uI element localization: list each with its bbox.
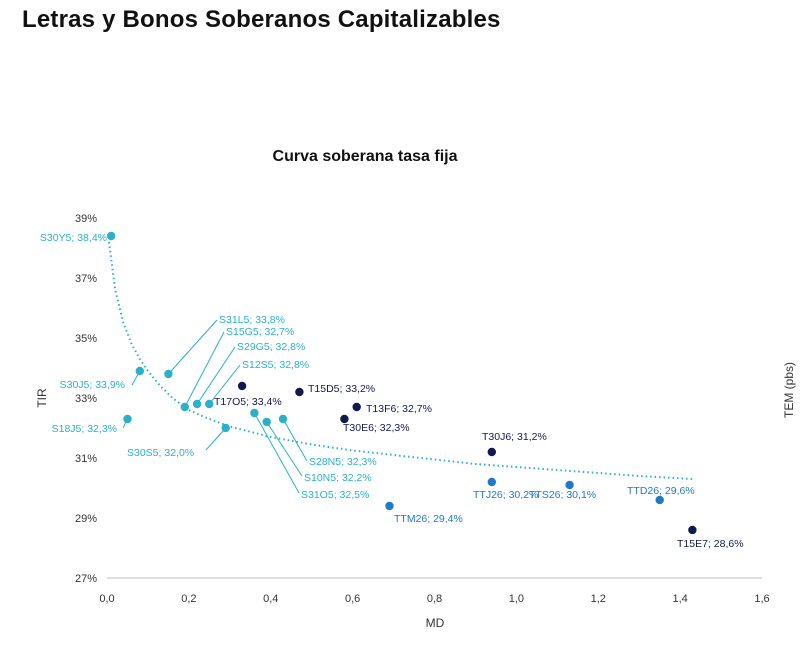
data-point-s31l5 xyxy=(164,369,173,379)
data-point-s18j5 xyxy=(123,414,132,424)
y-axis-label: TIR xyxy=(35,388,49,408)
y-tick-label: 35% xyxy=(75,333,97,345)
x-tick-label: 1,0 xyxy=(509,593,524,605)
data-point-t30j6 xyxy=(487,447,496,457)
data-point-s30j5 xyxy=(135,366,144,376)
data-point-s30y5 xyxy=(106,231,116,241)
data-point-s28n5 xyxy=(278,414,288,424)
data-label-ttd26: TTD26; 29,6% xyxy=(627,485,695,497)
leader-line-s30s5 xyxy=(205,427,227,451)
data-point-ttj26 xyxy=(487,477,496,487)
leader-line-s12s5 xyxy=(208,364,241,405)
data-point-tts26 xyxy=(565,480,574,490)
data-label-s30y5: S30Y5; 38,4% xyxy=(40,232,107,244)
data-label-t30e6: T30E6; 32,3% xyxy=(343,422,410,434)
data-label-t15e7: T15E7; 28,6% xyxy=(677,538,744,550)
data-label-s31l5: S31L5; 33,8% xyxy=(219,314,285,326)
data-label-t30j6: T30J6; 31,2% xyxy=(482,431,547,443)
data-point-t15e7 xyxy=(688,525,697,535)
data-label-t13f6: T13F6; 32,7% xyxy=(366,403,432,415)
y-tick-label: 37% xyxy=(75,273,97,285)
data-label-s31o5: S31O5; 32,5% xyxy=(301,489,369,501)
data-point-s29g5 xyxy=(192,399,202,409)
x-tick-label: 0,4 xyxy=(263,593,278,605)
data-points xyxy=(106,231,697,535)
leader-line-s15g5 xyxy=(184,331,225,408)
data-label-s29g5: S29G5; 32,8% xyxy=(237,341,305,353)
y-axis-ticks: 27% 29% 31% 33% 35% 37% 39% xyxy=(75,213,97,585)
data-point-t13f6 xyxy=(352,402,361,412)
data-label-s15g5: S15G5; 32,7% xyxy=(226,326,294,338)
x-tick-label: 1,2 xyxy=(591,593,606,605)
data-label-ttj26: TTJ26; 30,2% xyxy=(473,489,538,501)
data-point-t17o5 xyxy=(237,381,247,391)
x-tick-label: 0,8 xyxy=(427,593,442,605)
x-axis-label: MD xyxy=(426,616,445,630)
data-label-s10n5: S10N5; 32,2% xyxy=(304,472,372,484)
y-tick-label: 33% xyxy=(75,393,97,405)
data-label-s28n5: S28N5; 32,3% xyxy=(309,456,377,468)
data-label-s12s5: S12S5; 32,8% xyxy=(242,359,309,371)
leader-line-s28n5 xyxy=(282,418,308,462)
data-point-ttd26 xyxy=(655,495,664,505)
data-label-s30s5: S30S5; 32,0% xyxy=(127,447,194,459)
leader-line-s10n5 xyxy=(266,421,303,477)
data-point-s30s5 xyxy=(221,423,230,433)
data-point-t15d5 xyxy=(295,387,304,397)
data-label-s18j5: S18J5; 32,3% xyxy=(52,423,117,435)
data-point-s12s5 xyxy=(205,399,214,409)
x-tick-label: 0,6 xyxy=(345,593,360,605)
y-tick-label: 27% xyxy=(75,573,97,585)
data-point-s10n5 xyxy=(262,417,271,427)
x-tick-label: 1,4 xyxy=(672,593,687,605)
y-tick-label: 29% xyxy=(75,513,97,525)
data-label-t15d5: T15D5; 33,2% xyxy=(308,383,375,395)
data-label-tts26: TTS26; 30,1% xyxy=(529,489,596,501)
leader-line-s29g5 xyxy=(196,346,236,405)
x-tick-label: 1,6 xyxy=(754,593,769,605)
secondary-y-axis-label: TEM (pbs) xyxy=(782,362,796,418)
y-tick-label: 39% xyxy=(75,213,97,225)
data-label-ttm26: TTM26; 29,4% xyxy=(394,513,463,525)
data-point-s31o5 xyxy=(250,408,259,418)
leader-line-s31o5 xyxy=(253,412,300,494)
data-point-s15g5 xyxy=(180,402,189,412)
data-point-ttm26 xyxy=(385,501,394,511)
data-label-t17o5: T17O5; 33,4% xyxy=(214,396,282,408)
leader-line-s31l5 xyxy=(168,319,218,375)
y-tick-label: 31% xyxy=(75,453,97,465)
trendline xyxy=(108,241,693,480)
x-axis-ticks: 0,0 0,2 0,4 0,6 0,8 1,0 1,2 1,4 1,6 xyxy=(99,593,769,605)
chart-title: Curva soberana tasa fija xyxy=(273,148,458,165)
data-label-s30j5: S30J5; 33,9% xyxy=(60,379,125,391)
page-title: Letras y Bonos Soberanos Capitalizables xyxy=(22,6,501,33)
data-labels: S30Y5; 38,4% S30J5; 33,9% S18J5; 32,3% S31L… xyxy=(40,232,744,550)
data-point-t30e6 xyxy=(340,414,349,424)
x-tick-label: 0,2 xyxy=(181,593,196,605)
x-tick-label: 0,0 xyxy=(99,593,114,605)
